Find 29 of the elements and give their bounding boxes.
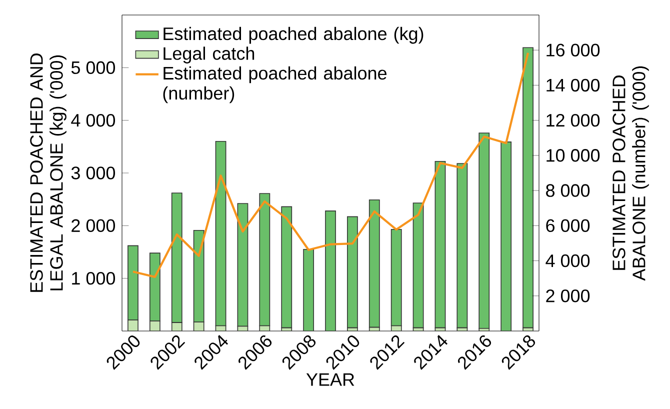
x-axis-title: YEAR [306, 373, 354, 386]
y2-axis-title: ESTIMATED POACHED ABALONE (number) ('000) [612, 66, 649, 281]
bar [303, 248, 314, 331]
bar [412, 202, 424, 328]
y2-tick-label: 12 000 [546, 114, 600, 127]
bar [456, 163, 468, 328]
y-axis-title: ESTIMATED POACHED AND LEGAL ABALONE (kg) ('000) [30, 54, 66, 292]
bar [281, 206, 292, 328]
bar [237, 203, 248, 327]
y2-tick-label: 2 000 [546, 290, 590, 302]
bar [368, 199, 380, 328]
y-tick-label: 3 000 [71, 166, 116, 180]
y-tick-label: 4 000 [71, 114, 116, 127]
bar [478, 132, 490, 329]
y2-tick-label: 10 000 [546, 149, 600, 162]
legend-label: Legal catch [164, 46, 254, 64]
bar [347, 216, 358, 328]
y2-tick-label: 4 000 [546, 254, 590, 268]
y2-tick-label: 14 000 [546, 78, 600, 92]
y-tick-label: 2 000 [72, 219, 116, 232]
y2-tick-label: 16 000 [546, 44, 600, 56]
legend-label: Estimated poached abalone (number) [163, 66, 386, 104]
bar [434, 161, 446, 328]
bar [522, 47, 534, 328]
legend-label: Estimated poached abalone (kg) [164, 26, 424, 44]
y-tick-label: 1 000 [72, 272, 116, 285]
y-tick-label: 5 000 [71, 61, 116, 74]
y2-tick-label: 6 000 [546, 219, 590, 232]
y2-tick-label: 8 000 [546, 184, 590, 197]
